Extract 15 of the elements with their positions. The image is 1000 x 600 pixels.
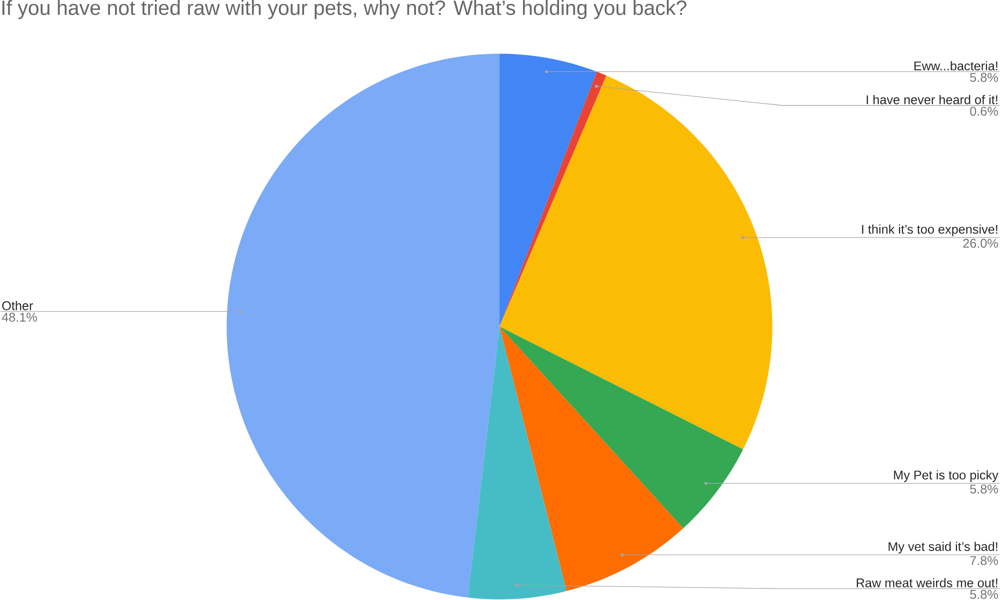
data-label: 5.8%: [970, 72, 998, 82]
slice-label: Eww...bacteria!: [914, 61, 998, 70]
data-label: 0.6%: [970, 106, 998, 116]
slice-label: Raw meat weirds me out!: [856, 578, 998, 588]
data-label: 5.8%: [970, 484, 998, 494]
chart-title: If you have not tried raw with your pets, why not? What’s holding you back?: [2, 0, 686, 20]
slice-label: Other: [2, 300, 34, 310]
slice-label: My Pet is too picky: [894, 470, 998, 482]
data-label: 5.8%: [970, 590, 998, 599]
data-label: 26.0%: [963, 238, 998, 248]
slice-label: My vet said it’s bad!: [888, 542, 998, 554]
slice-label: I have never heard of it!: [866, 94, 998, 104]
data-label: 7.8%: [970, 556, 998, 566]
slice-label: I think it’s too expensive!: [862, 224, 998, 236]
data-label: 48.1%: [2, 312, 37, 322]
